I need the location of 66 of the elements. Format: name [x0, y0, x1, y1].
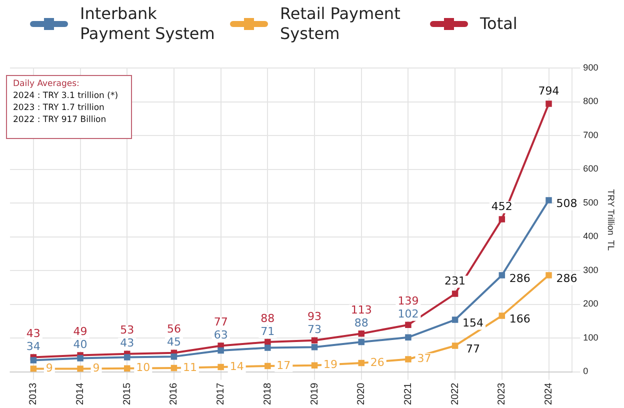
annotation: 2023 : TRY 1.7 trillion	[13, 102, 106, 114]
data-label: 93	[308, 310, 322, 324]
data-label: 11	[182, 360, 197, 374]
x-tick-label: 2014	[75, 382, 86, 406]
x-tick-label: 2015	[122, 382, 133, 406]
data-label: 26	[370, 356, 384, 369]
data-label: 88	[260, 312, 275, 325]
data-label: 73	[308, 323, 322, 336]
data-label: 37	[417, 352, 432, 366]
y-tick-label: 500	[583, 197, 598, 208]
data-label: 56	[166, 322, 181, 336]
y-axis-title: TRY Trillion TL	[606, 189, 616, 251]
data-label: 71	[260, 324, 275, 338]
data-label: 40	[73, 338, 88, 352]
annotation: 2024 : TRY 3.1 trillion (*)	[13, 90, 120, 102]
x-tick-label: 2017	[216, 382, 227, 406]
legend-label: Total	[480, 14, 518, 34]
data-label: 43	[26, 327, 40, 340]
data-label: 231	[444, 274, 466, 288]
data-label: 113	[350, 303, 372, 316]
y-tick-label: 600	[583, 164, 598, 174]
data-label: 154	[462, 316, 484, 330]
legend-label: Interbank Payment System	[80, 4, 216, 44]
data-label: 166	[509, 312, 530, 326]
x-tick-label: 2020	[356, 382, 368, 406]
data-label: 10	[136, 361, 150, 374]
y-tick-label: 200	[583, 298, 598, 309]
data-label: 88	[354, 316, 368, 330]
data-label: 794	[538, 84, 560, 98]
y-tick-label: 100	[583, 332, 598, 342]
y-tick-label: 900	[583, 62, 598, 72]
data-label: 53	[120, 324, 134, 337]
data-label: 17	[276, 358, 291, 372]
legend-label: Retail Payment System	[280, 4, 402, 44]
data-label: 286	[556, 272, 578, 286]
y-tick-label: 300	[583, 264, 598, 275]
data-label: 43	[120, 336, 134, 350]
data-label: 452	[491, 200, 512, 214]
data-label: 286	[509, 272, 530, 286]
data-label: 77	[214, 316, 228, 329]
data-label: 34	[26, 340, 40, 354]
data-label: 19	[324, 358, 338, 372]
data-label: 77	[466, 342, 480, 356]
x-tick-label: 2018	[262, 382, 274, 406]
x-tick-label: 2016	[168, 382, 180, 406]
y-tick-label: 0	[583, 366, 588, 376]
data-label: 508	[556, 197, 578, 210]
x-tick-label: 2024	[544, 382, 555, 406]
data-label: 14	[230, 360, 244, 373]
data-label: 102	[398, 308, 419, 321]
annotation: Daily Averages:	[13, 78, 80, 90]
x-tick-label: 2021	[402, 382, 414, 406]
x-tick-label: 2013	[28, 382, 40, 406]
data-label: 49	[73, 325, 88, 338]
data-label: 139	[398, 294, 419, 308]
y-tick-label: 700	[583, 130, 598, 140]
data-label: 9	[46, 362, 53, 375]
x-tick-label: 2023	[496, 382, 508, 406]
x-tick-label: 2019	[309, 382, 320, 406]
data-label: 9	[92, 362, 100, 375]
data-label: 63	[214, 328, 228, 342]
x-tick-label: 2022	[450, 382, 461, 406]
data-label: 45	[166, 336, 181, 349]
y-tick-label: 800	[583, 96, 598, 106]
annotation: 2022 : TRY 917 Billion	[13, 114, 108, 126]
y-tick-label: 400	[583, 231, 598, 242]
